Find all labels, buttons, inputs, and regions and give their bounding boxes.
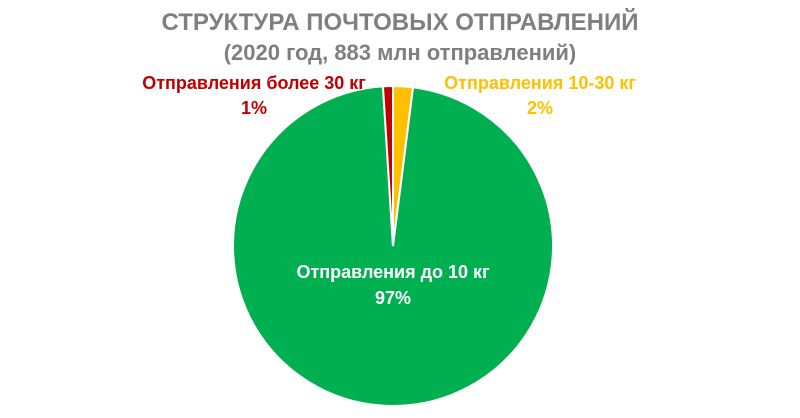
slice-over-30kg bbox=[381, 84, 394, 247]
slice-under-10kg bbox=[232, 85, 554, 407]
chart-title: СТРУКТУРА ПОЧТОВЫХ ОТПРАВЛЕНИЙ bbox=[162, 8, 639, 36]
slice-value-10-30kg: 2% bbox=[527, 98, 553, 118]
slice-label-under-10kg: Отправления до 10 кг bbox=[296, 262, 490, 282]
slice-label-10-30kg: Отправления 10-30 кг bbox=[444, 73, 636, 93]
slice-value-under-10kg: 97% bbox=[375, 288, 411, 308]
chart-subtitle: (2020 год, 883 млн отправлений) bbox=[224, 40, 577, 65]
slice-label-over-30kg: Отправления более 30 кг bbox=[142, 73, 366, 93]
slice-value-over-30kg: 1% bbox=[241, 98, 267, 118]
pie-slices bbox=[232, 84, 554, 407]
